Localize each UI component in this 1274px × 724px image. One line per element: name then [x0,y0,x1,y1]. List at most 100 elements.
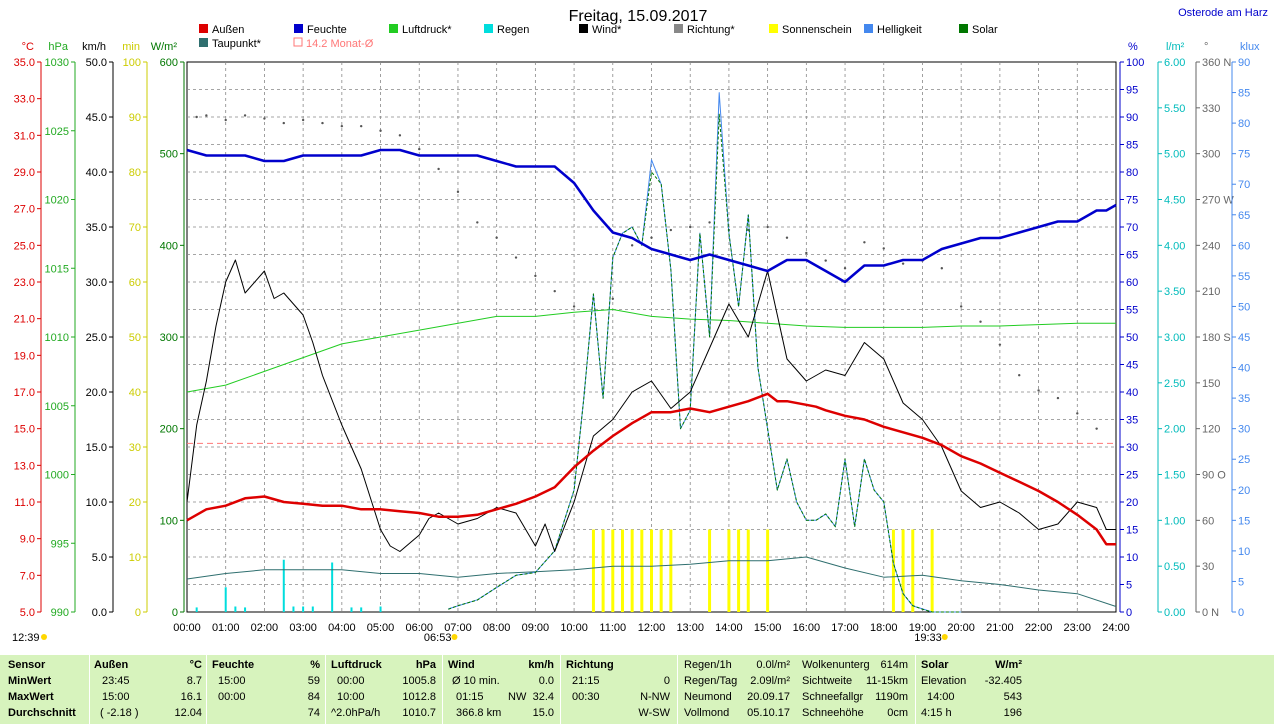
neumond-label: Neumond [684,691,732,703]
axis-unit-right: ° [1204,41,1208,53]
min-wind-time: Ø 10 min. [452,675,500,687]
axis-tick-label: 240 [1202,240,1220,252]
legend-item: Richtung* [674,24,735,36]
axis-tick-label: 70 [129,222,141,234]
axis-tick-label: 90 [1126,112,1138,124]
axis-tick-label: 1030 [45,57,69,69]
axis-tick-label: 30 [129,442,141,454]
axis-tick-label: 29.0 [14,167,35,179]
weather-chart: Freitag, 15.09.2017 Osterode am Harz Auß… [12,7,1268,644]
series-point [959,305,963,308]
series-point [998,343,1002,346]
x-tick-label: 00:00 [173,622,201,634]
series-line [186,556,1117,607]
series-layer [186,92,1117,613]
axis-tick-label: 90 [1238,57,1250,69]
axis-tick-label: 5 [1238,576,1244,588]
x-tick-label: 11:00 [599,622,626,634]
axis-tick-label: 30 [1202,561,1214,573]
axis-tick-label: 90 O [1202,470,1226,482]
series-point [650,236,653,239]
regen-tag-label: Regen/Tag [684,675,738,687]
axis-tick-label: 1.00 [1164,515,1185,527]
series-line [186,392,1116,546]
axis-tick-label: 5.00 [1164,149,1185,161]
axis-tick-label: 50 [1238,301,1250,313]
legend-swatch [294,24,303,33]
axis-tick-label: 3.00 [1164,332,1185,344]
x-tick-label: 19:00 [909,622,937,634]
x-tick-label: 22:00 [1025,622,1053,634]
axis-tick-label: 150 [1202,378,1220,390]
axis-tick-label: 0.0 [92,607,107,619]
axis-tick-label: 6.00 [1164,57,1185,69]
axis-tick-label: 30 [1126,442,1138,454]
axis-tick-label: 20 [1238,485,1250,497]
axis-tick-label: 21.0 [14,314,35,326]
axis-tick-label: 5.50 [1164,103,1185,115]
axis-tick-label: 20 [1126,497,1138,509]
axis-tick-label: 0.50 [1164,561,1185,573]
station-name: Osterode am Harz [1178,7,1268,19]
axis-tick-label: 500 [160,149,178,161]
axis-tick-label: 15 [1238,515,1250,527]
legend-item: Helligkeit [864,24,922,36]
axis-tick-label: 300 [1202,149,1220,161]
axis-tick-label: 5.0 [92,552,107,564]
moonrise-label: 12:39 [12,632,40,644]
x-tick-label: 10:00 [560,622,588,634]
series-point [379,129,382,132]
axis-tick-label: 0.00 [1164,607,1185,619]
legend-label: Taupunkt* [212,38,262,50]
axis-tick-label: 70 [1238,179,1250,191]
legend-swatch [769,24,778,33]
axis-tick-label: 20.0 [86,387,107,399]
axis-tick-label: 30.0 [86,277,107,289]
series-point [243,114,247,117]
axis-tick-label: 5.0 [20,607,35,619]
axis-tick-label: 40 [129,387,141,399]
schneehoehe-label: Schneehöhe [802,707,864,719]
axis-tick-label: 9.0 [20,534,35,546]
legend-label: Sonnenschein [782,24,852,36]
axis-tick-label: 330 [1202,103,1220,115]
axis-tick-label: 600 [160,57,178,69]
axis-tick-label: 80 [129,167,141,179]
min-feuchte-value: 59 [307,675,320,687]
min-richtung-value: 0 [663,675,670,687]
legend-swatch [199,38,208,47]
legend-swatch [959,24,968,33]
axis-tick-label: 10.0 [86,497,107,509]
header-feuchte: Feuchte [212,659,255,671]
axis-tick-label: 45 [1126,360,1138,372]
axis-tick-label: 80 [1238,118,1250,130]
axis-tick-label: 3.50 [1164,286,1185,298]
x-axis: 00:00 01:00 02:00 03:00 04:00 05:00 06:00 07:00… [12,622,1130,644]
axis-tick-label: 360 N [1202,57,1231,69]
axis-tick-label: 100 [123,57,141,69]
max-solar-time: 14:00 [927,691,955,703]
x-tick-label: 13:00 [676,622,704,634]
legend-label: Helligkeit [877,24,922,36]
axis-tick-label: 25 [1126,470,1138,482]
max-wind-time: 01:15 [456,691,484,703]
axis-tick-label: 90 [129,112,141,124]
axis-tick-label: 400 [160,240,178,252]
max-wind-value: 32.4 [532,691,554,703]
axis-tick-label: 80 [1126,167,1138,179]
axis-tick-label: 85 [1126,140,1138,152]
axis-tick-label: 60 [129,277,141,289]
axis-tick-label: 25.0 [14,240,35,252]
axis-tick-label: 95 [1126,85,1138,97]
x-tick-label: 15:00 [754,622,782,634]
vollmond-label: Vollmond [684,707,730,719]
axis-unit-left: min [122,41,140,53]
series-luftdruck [186,309,1116,393]
axis-tick-label: 85 [1238,88,1250,100]
legend-label: Richtung* [687,24,735,36]
legend-swatch [389,24,398,33]
regen-1h-value: 0.0l/m² [756,659,790,671]
axis-tick-label: 10 [1238,546,1250,558]
axis-tick-label: 23.0 [14,277,35,289]
axis-unit-left: W/m² [151,41,178,53]
